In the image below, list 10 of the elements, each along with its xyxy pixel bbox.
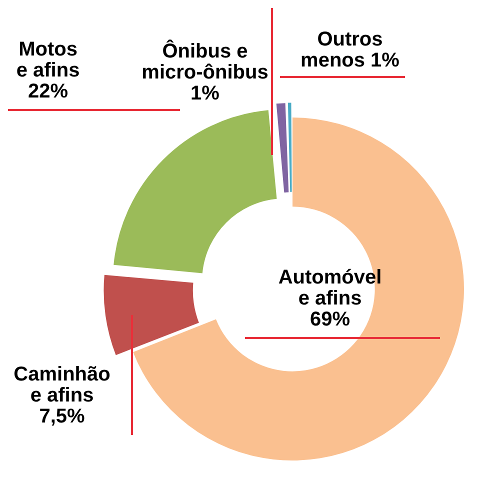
data-label: menos 1% <box>300 50 400 72</box>
slice-label: Motos e afins <box>16 38 80 82</box>
slice-label: Outros <box>317 28 383 51</box>
data-label: 22% <box>28 80 68 103</box>
slice-label: Automóvel e afins <box>278 266 382 310</box>
data-label: 69% <box>310 308 350 331</box>
slice-label: Ônibus e micro-ônibus <box>142 40 268 84</box>
data-label: 7,5% <box>39 406 86 428</box>
slice-label: Caminhão e afins <box>14 364 110 407</box>
data-label: 1% <box>190 82 220 105</box>
